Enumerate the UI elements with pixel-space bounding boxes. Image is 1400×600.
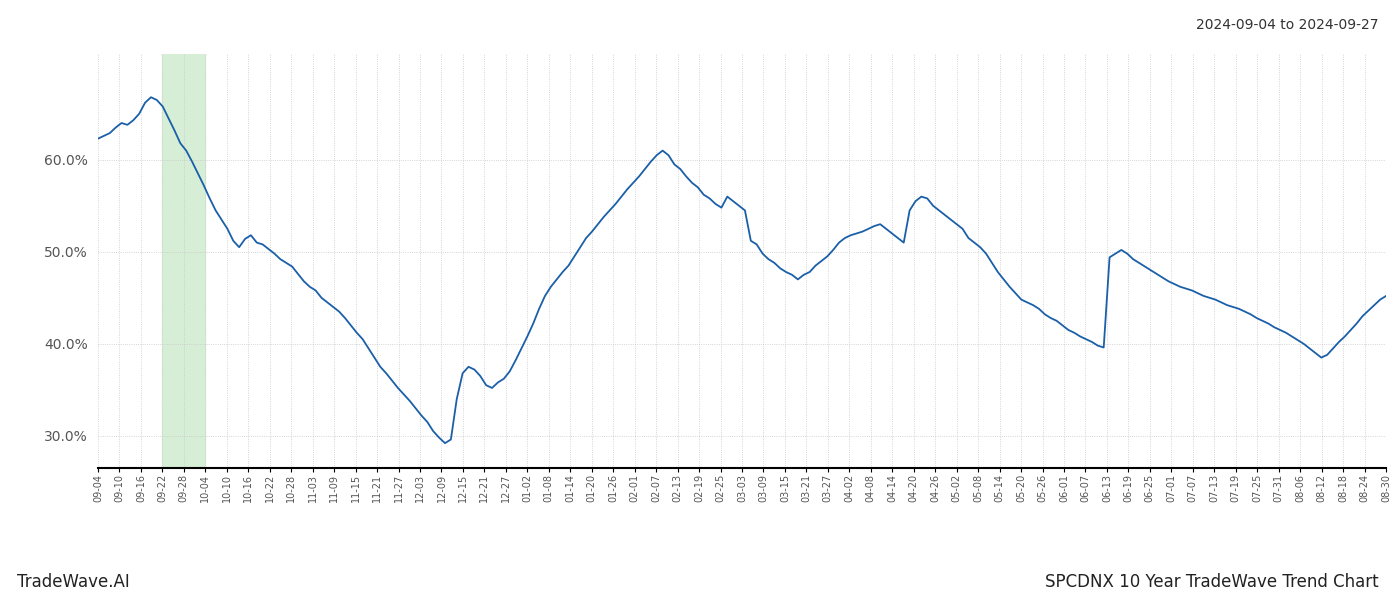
Text: TradeWave.AI: TradeWave.AI [17, 573, 130, 591]
Text: SPCDNX 10 Year TradeWave Trend Chart: SPCDNX 10 Year TradeWave Trend Chart [1046, 573, 1379, 591]
Bar [162, 54, 206, 468]
Text: 2024-09-04 to 2024-09-27: 2024-09-04 to 2024-09-27 [1197, 18, 1379, 32]
